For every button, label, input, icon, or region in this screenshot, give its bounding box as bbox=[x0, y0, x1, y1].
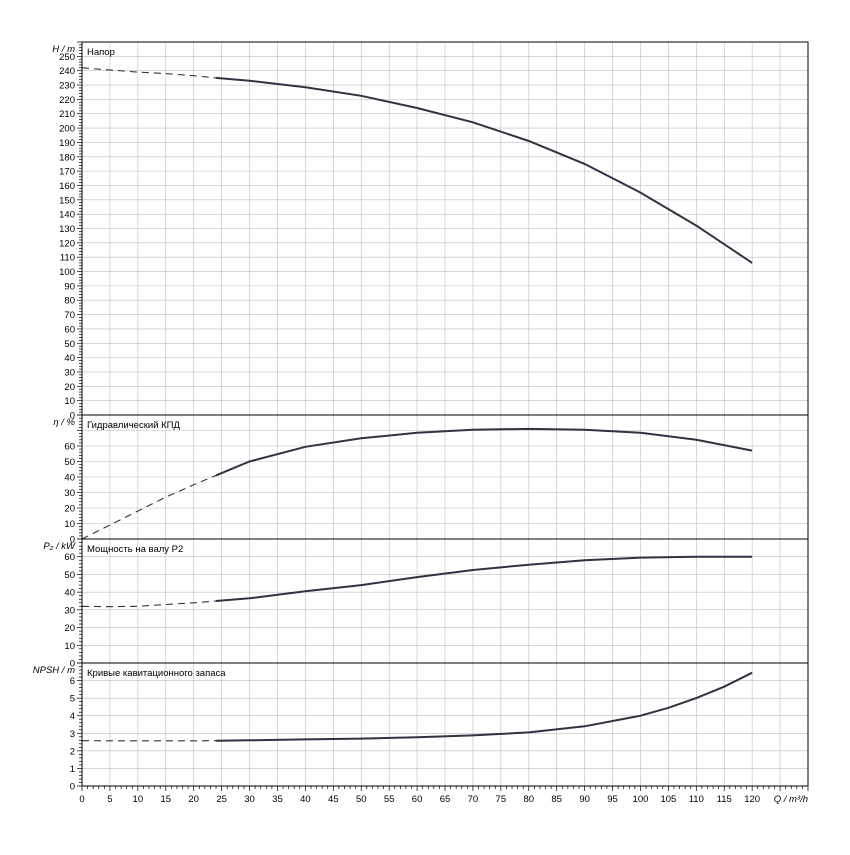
x-tick-label: 40 bbox=[300, 794, 311, 805]
y-tick-label: 60 bbox=[64, 324, 75, 335]
curve-head-solid bbox=[216, 78, 752, 263]
x-tick-label: 90 bbox=[579, 794, 590, 805]
y-axis-label: η / % bbox=[53, 417, 75, 428]
curve-head-dashed bbox=[82, 68, 216, 78]
y-tick-label: 20 bbox=[64, 382, 75, 393]
y-tick-label: 50 bbox=[64, 339, 75, 350]
y-axis-label: NPSH / m bbox=[33, 665, 75, 676]
y-tick-label: 2 bbox=[70, 746, 75, 757]
curve-efficiency-dashed bbox=[82, 475, 216, 539]
curve-efficiency-solid bbox=[216, 429, 752, 476]
y-tick-label: 6 bbox=[70, 676, 75, 687]
x-axis-label: Q / m³/h bbox=[774, 794, 808, 805]
panel-title: Кривые кавитационного запаса bbox=[87, 668, 226, 679]
x-tick-label: 10 bbox=[133, 794, 144, 805]
y-tick-label: 70 bbox=[64, 310, 75, 321]
y-tick-label: 120 bbox=[59, 238, 75, 249]
y-tick-label: 190 bbox=[59, 138, 75, 149]
y-tick-label: 30 bbox=[64, 367, 75, 378]
x-tick-label: 60 bbox=[412, 794, 423, 805]
x-tick-label: 75 bbox=[496, 794, 507, 805]
y-tick-label: 200 bbox=[59, 124, 75, 135]
x-tick-label: 55 bbox=[384, 794, 395, 805]
x-tick-label: 85 bbox=[551, 794, 562, 805]
panel-title: Напор bbox=[87, 47, 115, 58]
y-tick-label: 40 bbox=[64, 353, 75, 364]
y-tick-label: 60 bbox=[64, 552, 75, 563]
y-tick-label: 30 bbox=[64, 488, 75, 499]
y-tick-label: 90 bbox=[64, 281, 75, 292]
x-tick-label: 35 bbox=[272, 794, 283, 805]
x-tick-label: 100 bbox=[633, 794, 649, 805]
x-tick-label: 0 bbox=[79, 794, 84, 805]
y-tick-label: 140 bbox=[59, 210, 75, 221]
x-tick-label: 15 bbox=[160, 794, 171, 805]
x-tick-label: 20 bbox=[188, 794, 199, 805]
y-tick-label: 80 bbox=[64, 296, 75, 307]
y-tick-label: 230 bbox=[59, 81, 75, 92]
y-tick-label: 210 bbox=[59, 109, 75, 120]
y-tick-label: 60 bbox=[64, 442, 75, 453]
y-tick-label: 220 bbox=[59, 95, 75, 106]
y-tick-label: 3 bbox=[70, 729, 75, 740]
y-tick-label: 100 bbox=[59, 267, 75, 278]
y-tick-label: 130 bbox=[59, 224, 75, 235]
y-tick-label: 40 bbox=[64, 588, 75, 599]
x-tick-label: 110 bbox=[689, 794, 704, 805]
y-tick-label: 1 bbox=[70, 764, 75, 775]
y-tick-label: 110 bbox=[60, 253, 75, 264]
x-tick-label: 50 bbox=[356, 794, 367, 805]
y-tick-label: 50 bbox=[64, 570, 75, 581]
curve-power-solid bbox=[216, 557, 752, 601]
y-tick-label: 10 bbox=[64, 396, 75, 407]
x-tick-label: 70 bbox=[468, 794, 479, 805]
x-tick-label: 5 bbox=[107, 794, 112, 805]
y-axis-label: H / m bbox=[52, 44, 75, 55]
curve-power-dashed bbox=[82, 601, 216, 607]
y-axis-label: P₂ / kW bbox=[43, 541, 76, 552]
y-tick-label: 10 bbox=[64, 641, 75, 652]
x-tick-label: 25 bbox=[216, 794, 227, 805]
y-tick-label: 40 bbox=[64, 473, 75, 484]
panel-head: 0102030405060708090100110120130140150160… bbox=[52, 42, 808, 422]
x-tick-label: 105 bbox=[660, 794, 676, 805]
y-tick-label: 20 bbox=[64, 504, 75, 515]
x-tick-label: 115 bbox=[717, 794, 732, 805]
curve-npsh-solid bbox=[216, 673, 752, 741]
y-tick-label: 240 bbox=[59, 66, 75, 77]
x-axis: 0 5 10 15 20 25 30 35 40 45 50 55 60 65 70 75 80 85 90 95 10… bbox=[79, 786, 808, 805]
x-tick-label: 45 bbox=[328, 794, 339, 805]
chart-panels: 0102030405060708090100110120130140150160… bbox=[33, 42, 808, 793]
y-tick-label: 170 bbox=[59, 167, 75, 178]
y-tick-label: 0 bbox=[70, 782, 75, 793]
y-tick-label: 30 bbox=[64, 605, 75, 616]
x-tick-label: 80 bbox=[523, 794, 534, 805]
y-tick-label: 180 bbox=[59, 152, 75, 163]
y-tick-label: 150 bbox=[59, 195, 75, 206]
y-tick-label: 50 bbox=[64, 457, 75, 468]
y-tick-label: 160 bbox=[59, 181, 75, 192]
x-tick-label: 120 bbox=[744, 794, 760, 805]
y-tick-label: 4 bbox=[70, 711, 75, 722]
panel-title: Гидравлический КПД bbox=[87, 420, 180, 431]
x-tick-label: 95 bbox=[607, 794, 618, 805]
x-tick-label: 65 bbox=[440, 794, 451, 805]
x-tick-label: 30 bbox=[244, 794, 255, 805]
panel-title: Мощность на валу P2 bbox=[87, 544, 183, 555]
y-tick-label: 5 bbox=[70, 694, 75, 705]
y-tick-label: 20 bbox=[64, 623, 75, 634]
y-tick-label: 10 bbox=[64, 519, 75, 530]
